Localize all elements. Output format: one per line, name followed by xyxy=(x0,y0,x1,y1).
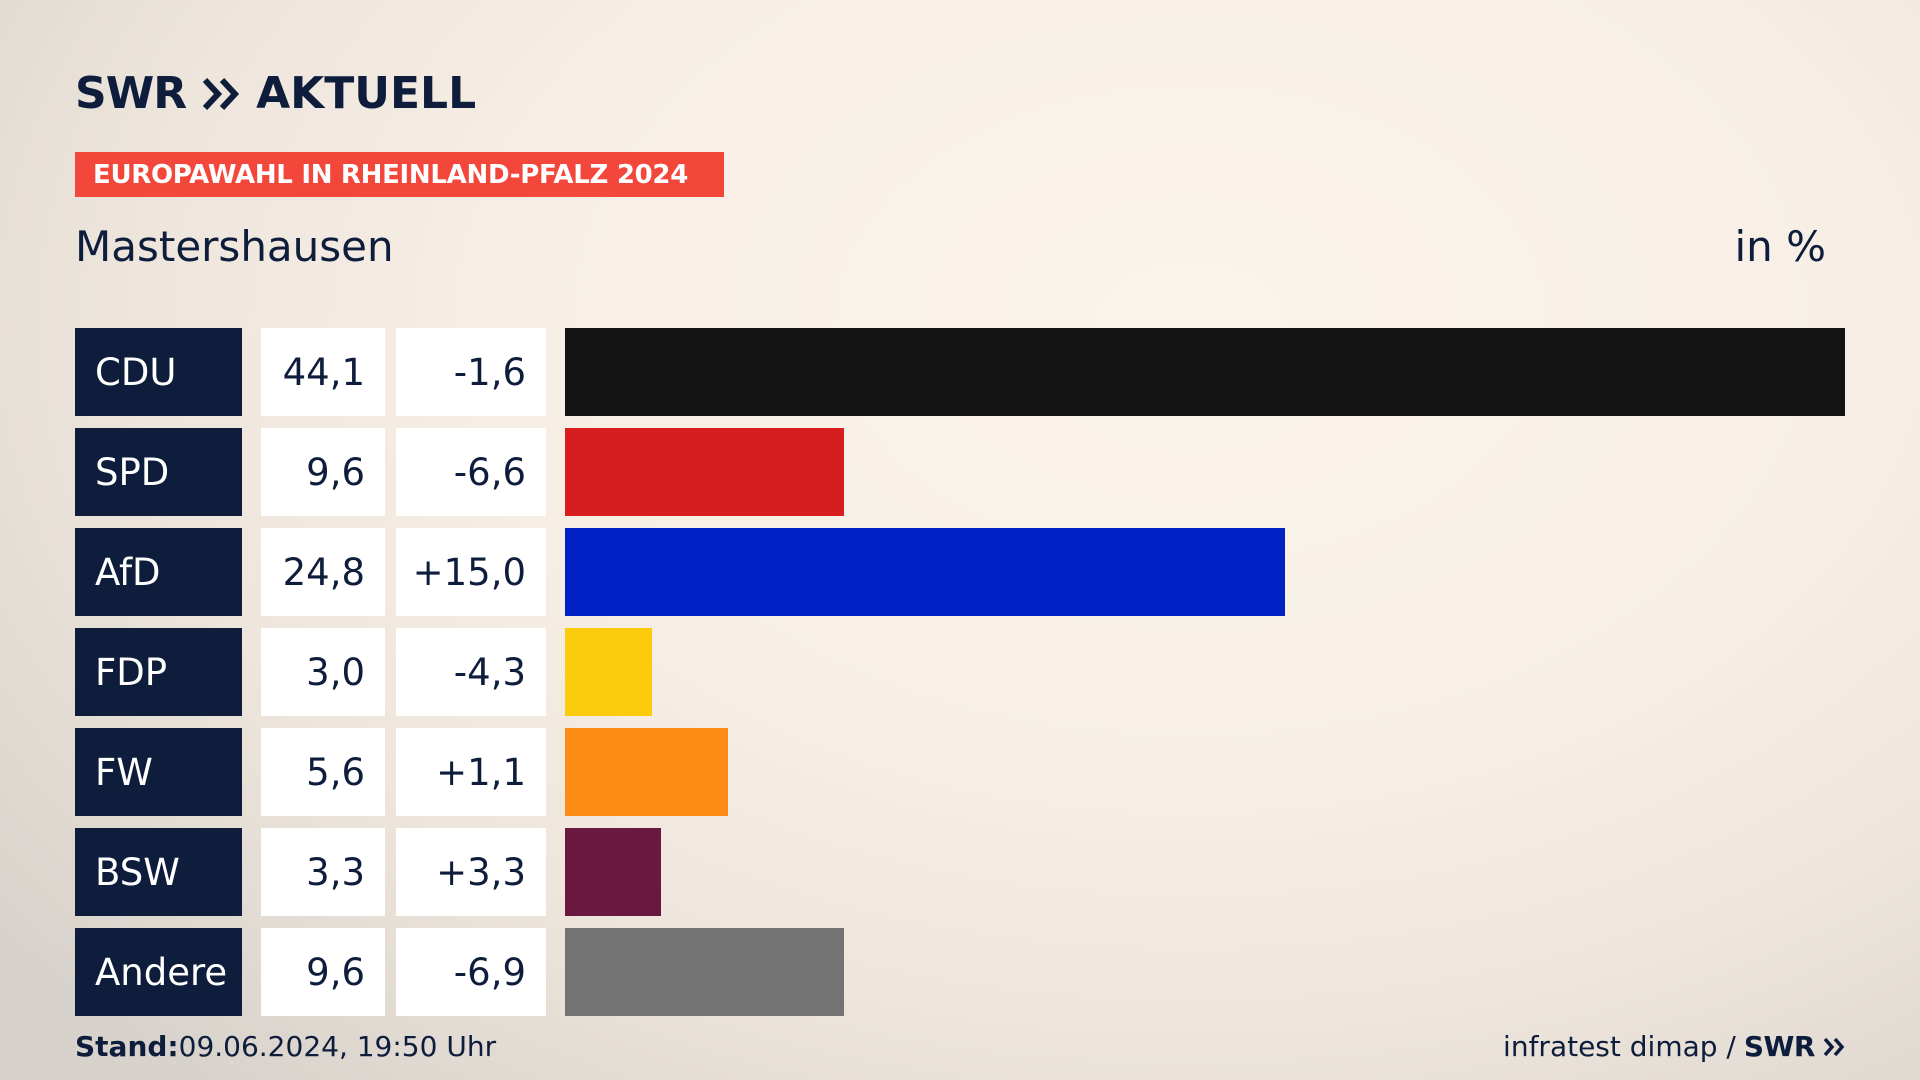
election-banner: EUROPAWAHL IN RHEINLAND-PFALZ 2024 xyxy=(75,152,724,197)
change-label: -1,6 xyxy=(396,328,546,416)
logo-product: AKTUELL xyxy=(256,68,477,119)
stand-value: 09.06.2024, 19:50 Uhr xyxy=(178,1030,497,1063)
result-row: CDU 44,1 -1,6 xyxy=(75,328,1845,416)
stand-label: Stand: xyxy=(75,1030,179,1063)
footer-source: infratest dimap / SWR xyxy=(1503,1030,1845,1063)
change-label: -4,3 xyxy=(396,628,546,716)
source-brand: SWR xyxy=(1743,1030,1816,1063)
party-label: Andere xyxy=(75,928,242,1016)
vote-share-label: 44,1 xyxy=(261,328,385,416)
logo-brand: SWR xyxy=(75,68,187,119)
result-bar xyxy=(565,728,728,816)
result-row: BSW 3,3 +3,3 xyxy=(75,828,1845,916)
party-label: CDU xyxy=(75,328,242,416)
result-row: SPD 9,6 -6,6 xyxy=(75,428,1845,516)
party-label: FW xyxy=(75,728,242,816)
change-label: -6,6 xyxy=(396,428,546,516)
result-bar xyxy=(565,928,844,1016)
footer-stand: Stand:09.06.2024, 19:50 Uhr xyxy=(75,1030,496,1063)
change-label: +3,3 xyxy=(396,828,546,916)
result-bar xyxy=(565,328,1845,416)
change-label: +15,0 xyxy=(396,528,546,616)
double-chevron-icon xyxy=(202,77,240,110)
party-label: BSW xyxy=(75,828,242,916)
vote-share-label: 3,3 xyxy=(261,828,385,916)
vote-share-label: 5,6 xyxy=(261,728,385,816)
vote-share-label: 24,8 xyxy=(261,528,385,616)
result-bar xyxy=(565,428,844,516)
result-bar xyxy=(565,628,652,716)
double-chevron-icon xyxy=(1823,1037,1845,1056)
unit-label: in % xyxy=(1734,222,1826,271)
result-row: Andere 9,6 -6,9 xyxy=(75,928,1845,1016)
party-label: SPD xyxy=(75,428,242,516)
result-bar xyxy=(565,528,1285,616)
result-row: AfD 24,8 +15,0 xyxy=(75,528,1845,616)
change-label: +1,1 xyxy=(396,728,546,816)
result-bar xyxy=(565,828,661,916)
source-label: infratest dimap / xyxy=(1503,1030,1736,1063)
vote-share-label: 9,6 xyxy=(261,928,385,1016)
swr-aktuell-logo: SWR AKTUELL xyxy=(75,68,476,119)
result-row: FW 5,6 +1,1 xyxy=(75,728,1845,816)
vote-share-label: 9,6 xyxy=(261,428,385,516)
result-row: FDP 3,0 -4,3 xyxy=(75,628,1845,716)
vote-share-label: 3,0 xyxy=(261,628,385,716)
party-label: AfD xyxy=(75,528,242,616)
party-label: FDP xyxy=(75,628,242,716)
place-title: Mastershausen xyxy=(75,222,394,271)
change-label: -6,9 xyxy=(396,928,546,1016)
